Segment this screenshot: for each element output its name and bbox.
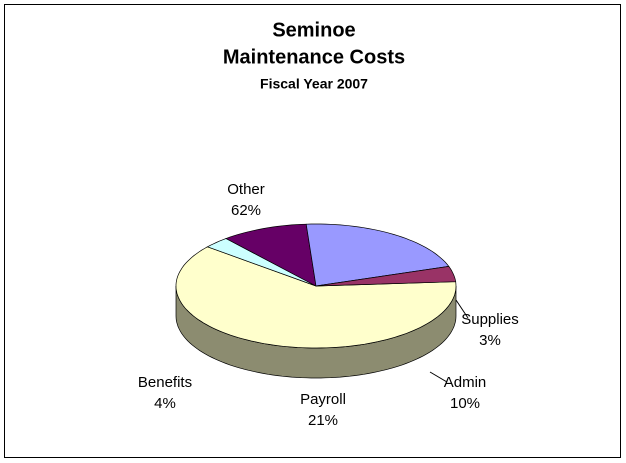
slice-value-label: 62% <box>231 202 261 219</box>
slice <box>225 223 317 287</box>
slice-label: Payroll <box>300 391 346 408</box>
slice-value-label: 10% <box>450 395 480 412</box>
slice <box>206 238 317 287</box>
slice-label: Admin <box>444 374 487 391</box>
slice-label: Other <box>227 181 265 198</box>
slice <box>305 223 450 287</box>
slice-value-label: 4% <box>154 395 176 412</box>
slice <box>175 246 457 349</box>
slice-label: Supplies <box>461 311 519 328</box>
slice-value-label: 21% <box>308 412 338 429</box>
leader-line <box>429 371 448 383</box>
chart-title: Maintenance Costs <box>223 46 405 68</box>
leader-line <box>455 299 469 319</box>
slice-label: Benefits <box>138 374 192 391</box>
chart-title: Seminoe <box>272 19 355 41</box>
slice-value-label: 3% <box>479 332 501 349</box>
chart-subtitle: Fiscal Year 2007 <box>260 76 368 92</box>
slice <box>315 266 457 287</box>
